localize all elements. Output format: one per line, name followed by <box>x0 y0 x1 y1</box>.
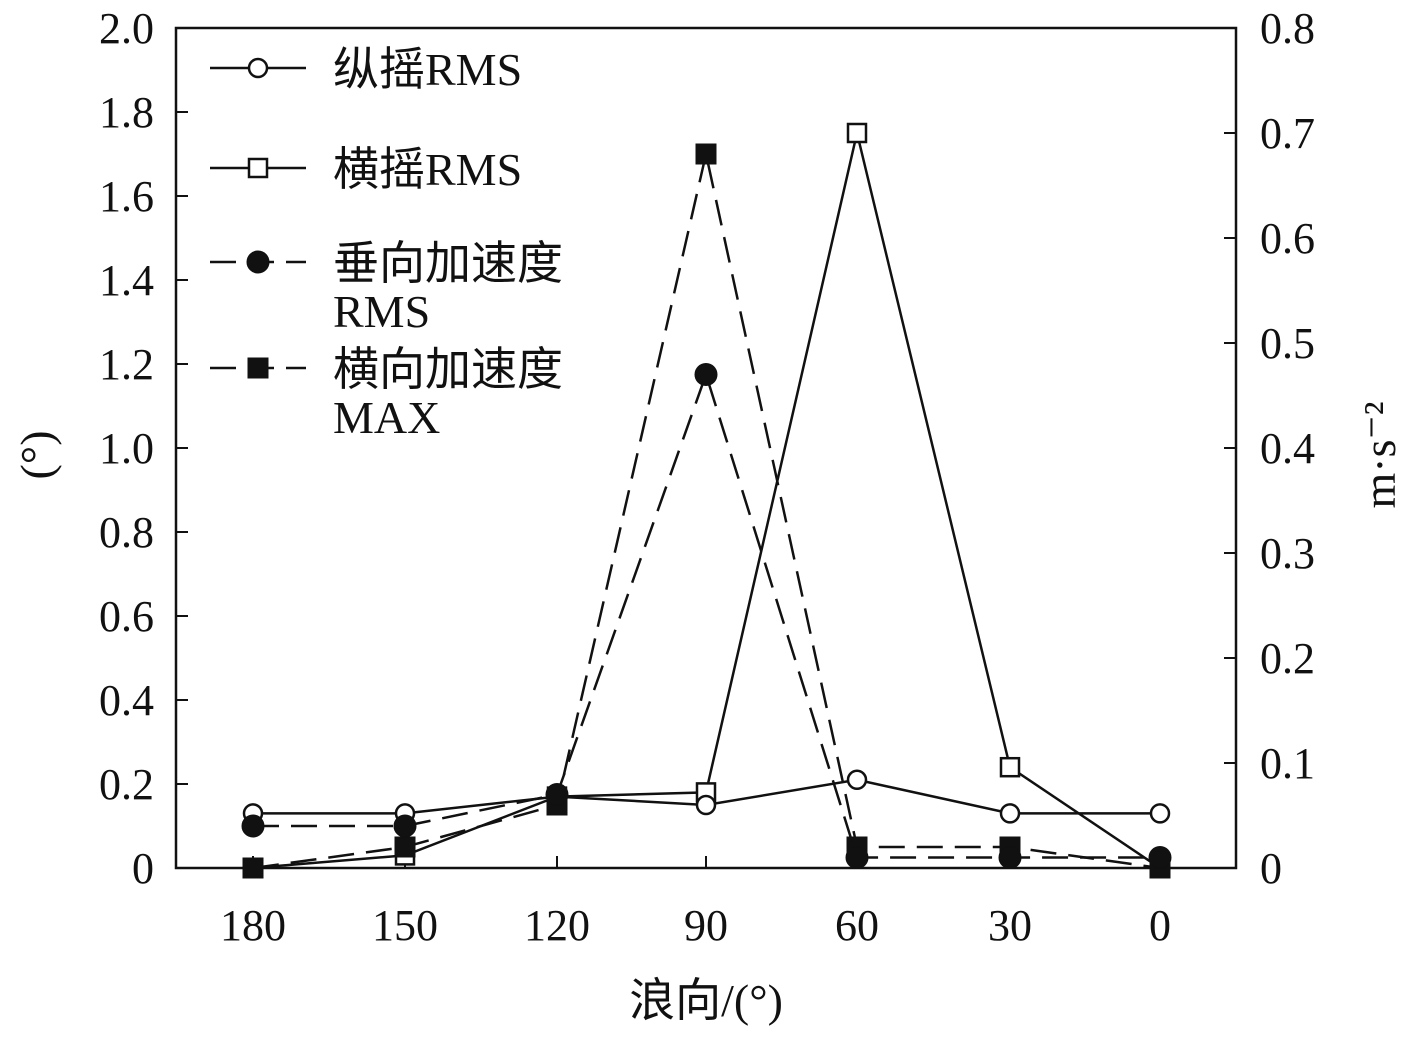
data-point <box>998 846 1022 869</box>
data-point <box>846 769 868 791</box>
x-tick-label: 30 <box>988 901 1032 950</box>
series-3 <box>241 363 1172 869</box>
legend-label: 横向加速度 <box>333 344 563 395</box>
data-point <box>999 803 1021 824</box>
series-1 <box>242 769 1171 824</box>
left-y-tick-label: 0.2 <box>99 760 154 809</box>
right-y-tick-label: 0.1 <box>1260 739 1315 788</box>
right-y-tick-label: 0.6 <box>1260 214 1315 263</box>
legend-label: 垂向加速度 <box>333 238 563 289</box>
right-y-tick-label: 0.8 <box>1260 4 1315 53</box>
legend-label: MAX <box>333 392 440 443</box>
left-y-tick-label: 2.0 <box>99 4 154 53</box>
x-tick-label: 120 <box>524 901 590 950</box>
x-tick-label: 60 <box>835 901 879 950</box>
legend-marker <box>247 57 269 79</box>
left-y-tick-label: 0 <box>132 844 154 893</box>
left-y-tick-label: 1.8 <box>99 88 154 137</box>
left-y-tick-label: 1.4 <box>99 256 154 305</box>
left-y-tick-label: 0.6 <box>99 592 154 641</box>
left-y-tick-label: 0.8 <box>99 508 154 557</box>
left-y-tick-label: 0.4 <box>99 676 154 725</box>
legend-marker <box>246 250 270 274</box>
data-point <box>1148 846 1172 869</box>
legend-marker <box>247 157 269 179</box>
right-y-tick-label: 0.7 <box>1260 109 1315 158</box>
data-point <box>695 143 717 165</box>
left-y-tick-label: 1.2 <box>99 340 154 389</box>
legend-label: 横摇RMS <box>333 144 522 195</box>
legend-marker <box>247 357 269 379</box>
data-point <box>1149 803 1171 824</box>
left-y-tick-label: 1.0 <box>99 424 154 473</box>
legend-label: RMS <box>333 286 430 337</box>
right-y-tick-label: 0.5 <box>1260 319 1315 368</box>
x-tick-label: 180 <box>220 901 286 950</box>
data-point <box>845 846 869 869</box>
right-y-tick-label: 0 <box>1260 844 1282 893</box>
data-point <box>694 363 718 386</box>
data-point <box>394 836 416 858</box>
right-y-tick-label: 0.2 <box>1260 634 1315 683</box>
x-tick-label: 90 <box>684 901 728 950</box>
data-point <box>846 122 868 144</box>
data-point <box>695 794 717 816</box>
series-2 <box>242 122 1171 879</box>
data-point <box>545 783 569 806</box>
right-y-axis-label: m·s⁻² <box>1354 401 1405 508</box>
data-point <box>242 857 264 879</box>
left-y-tick-label: 1.6 <box>99 172 154 221</box>
legend-item-1: 纵摇RMS <box>210 44 522 95</box>
data-point <box>241 814 265 838</box>
legend-item-2: 横摇RMS <box>210 144 522 195</box>
data-point <box>999 756 1021 778</box>
legend-label: 纵摇RMS <box>333 44 522 95</box>
data-point <box>393 814 417 838</box>
right-y-tick-label: 0.4 <box>1260 424 1315 473</box>
x-tick-label: 150 <box>372 901 438 950</box>
x-axis-label: 浪向/(°) <box>629 975 783 1026</box>
left-y-axis-label: (°) <box>11 430 62 479</box>
right-y-tick-label: 0.3 <box>1260 529 1315 578</box>
x-tick-label: 0 <box>1149 901 1171 950</box>
